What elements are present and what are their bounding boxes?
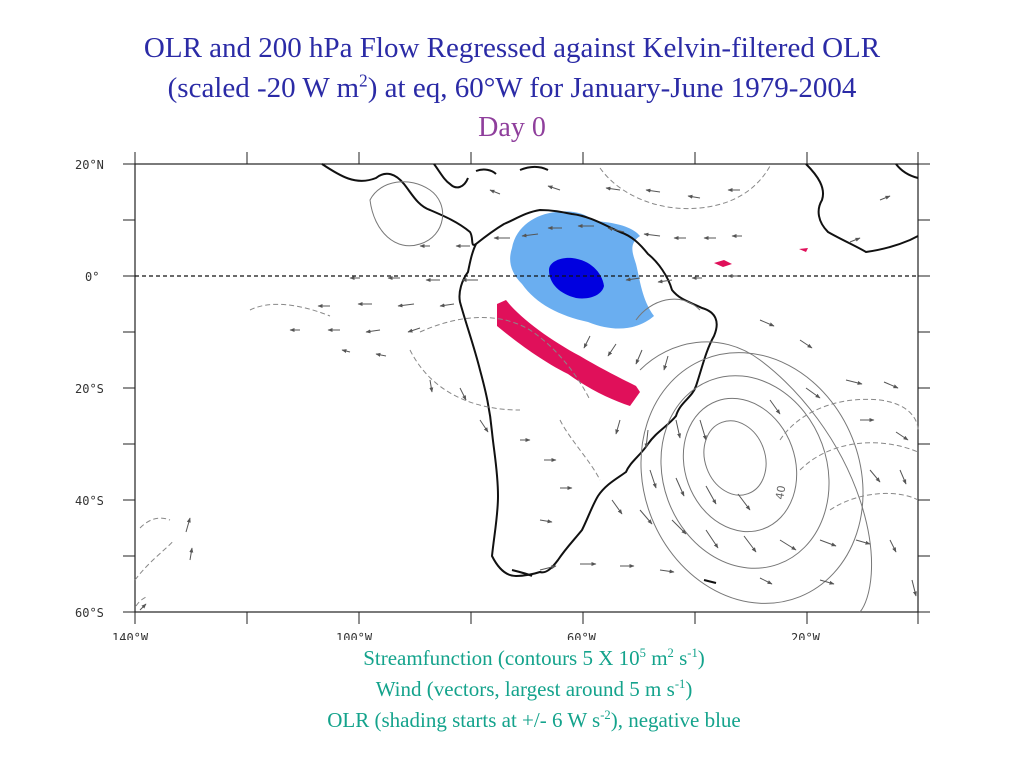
contour-label: 40 (773, 484, 788, 500)
axis-ticks (123, 152, 930, 624)
day-label: Day 0 (478, 112, 546, 143)
lat-label-60s: 60°S (75, 606, 104, 620)
caption-wind: Wind (vectors, largest around 5 m s-1) (375, 677, 693, 701)
lat-label-20n: 20°N (75, 158, 104, 172)
caption-olr: OLR (shading starts at +/- 6 W s-2), neg… (327, 708, 741, 732)
olr-positive-spot-1 (714, 260, 732, 267)
olr-positive-spot-2 (799, 248, 808, 252)
title-line-2: (scaled -20 W m2) at eq, 60°W for Januar… (167, 70, 857, 104)
streamfunction-positive-contours (369, 181, 872, 613)
olr-positive-band (497, 300, 640, 406)
lon-label-20w: 20°W (791, 631, 821, 640)
lat-label-eq: 0° (85, 270, 99, 284)
regression-map: 20°N 0° 20°S 40°S 60°S 140°W 100°W 60°W … (75, 152, 930, 640)
caption-streamfunction: Streamfunction (contours 5 X 105 m2 s-1) (363, 646, 705, 670)
lat-label-40s: 40°S (75, 494, 104, 508)
streamfunction-negative-contours (134, 165, 919, 607)
lon-label-140w: 140°W (112, 631, 149, 640)
olr-negative-core (549, 257, 604, 299)
wind-vectors (139, 185, 917, 611)
title-line-1: OLR and 200 hPa Flow Regressed against K… (143, 32, 881, 64)
coastlines (321, 163, 919, 584)
lon-label-60w: 60°W (567, 631, 597, 640)
lon-label-100w: 100°W (336, 631, 373, 640)
lat-label-20s: 20°S (75, 382, 104, 396)
